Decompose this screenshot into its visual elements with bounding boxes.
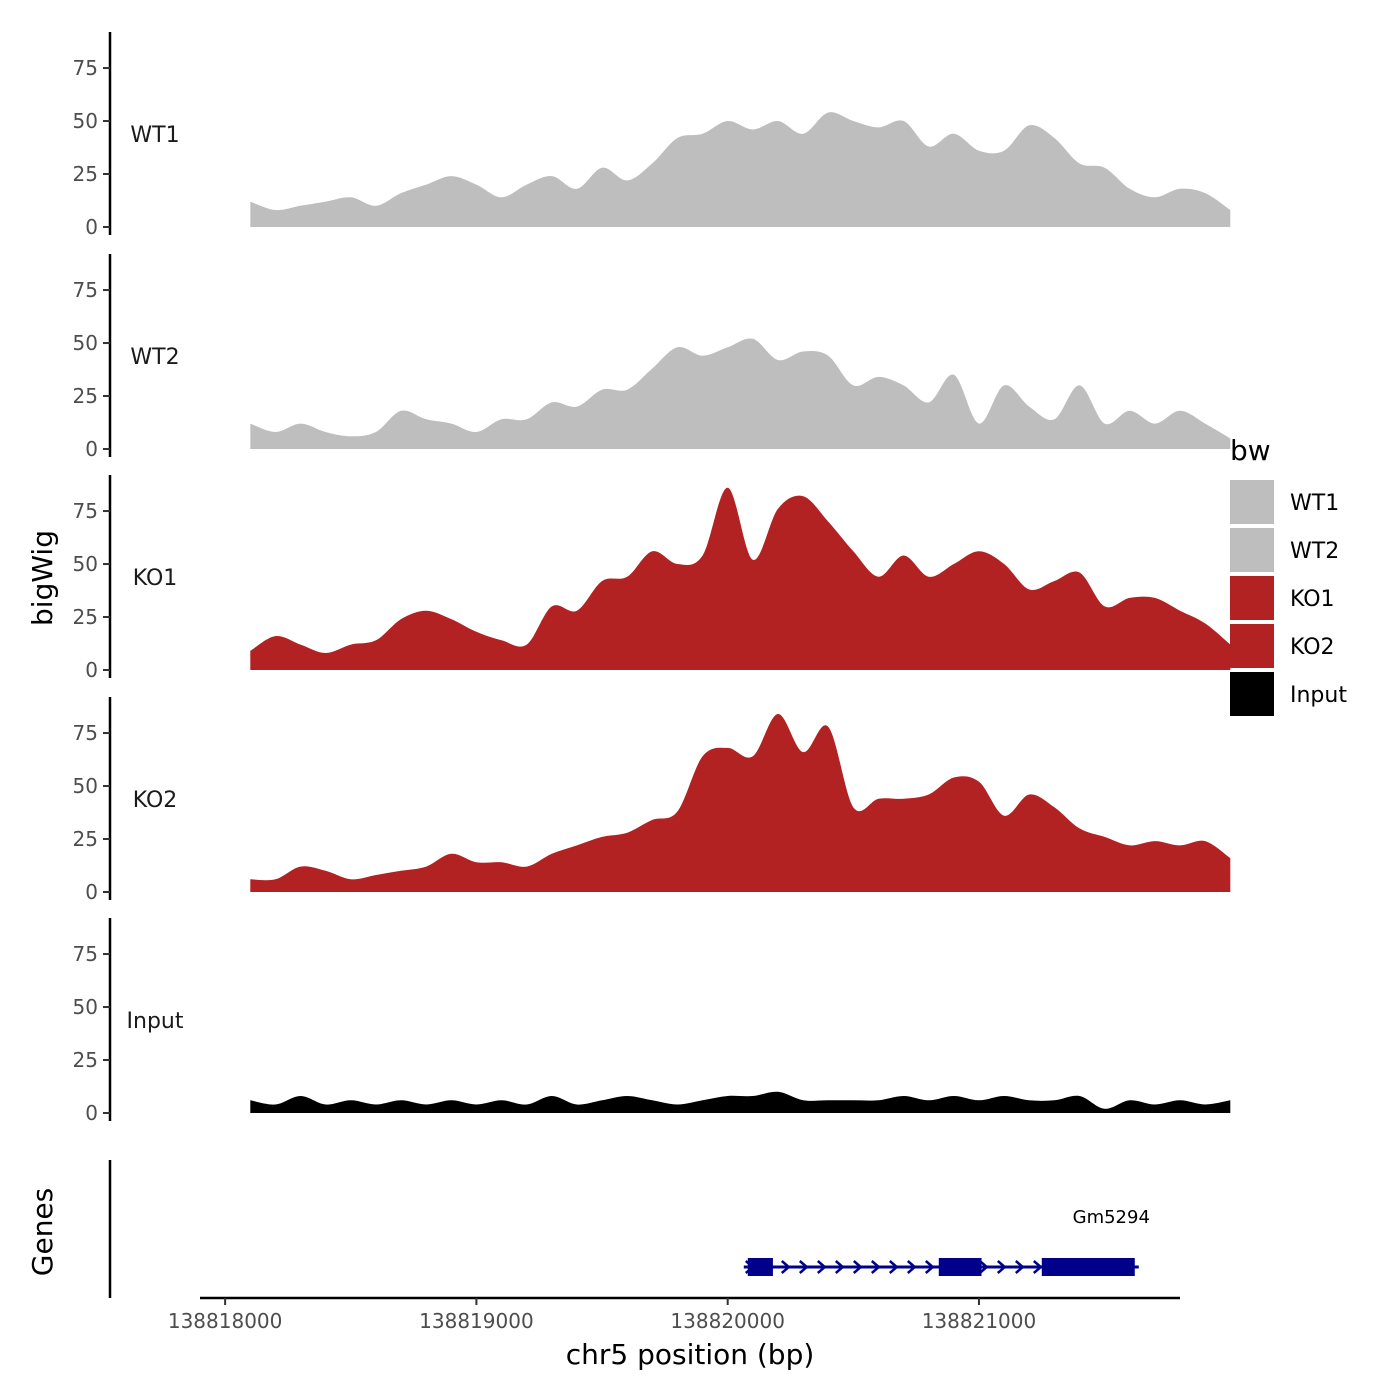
legend-swatch <box>1230 672 1274 716</box>
strand-arrow <box>870 1260 881 1274</box>
legend-label: WT1 <box>1290 491 1339 516</box>
gene-exon <box>747 1258 773 1276</box>
gene-label: Gm5294 <box>1073 1207 1150 1228</box>
gene-exon <box>1041 1258 1135 1276</box>
y-tick-label: 75 <box>73 56 98 80</box>
strand-arrow <box>798 1260 809 1274</box>
legend-label: KO2 <box>1290 635 1335 660</box>
x-tick-label: 138821000 <box>922 1309 1037 1333</box>
x-tick-label: 138819000 <box>419 1309 534 1333</box>
track-input: 0 25 50 75 Input <box>73 918 1231 1125</box>
legend-title: bw <box>1230 434 1271 467</box>
strand-arrow <box>816 1260 827 1274</box>
strand-arrow <box>978 1260 989 1274</box>
y-axis-title: bigWig <box>26 530 59 626</box>
y-tick-label: 0 <box>85 215 98 239</box>
y-tick-label: 0 <box>85 437 98 461</box>
strand-arrow <box>852 1260 863 1274</box>
strand-arrow <box>1032 1260 1043 1274</box>
strand-arrow <box>906 1260 917 1274</box>
legend-label: Input <box>1290 683 1347 708</box>
coverage-area-wt2 <box>250 338 1231 449</box>
y-tick-label: 25 <box>73 827 98 851</box>
y-tick-label: 25 <box>73 605 98 629</box>
strand-arrow <box>780 1260 791 1274</box>
legend-swatch <box>1230 624 1274 668</box>
y-tick-label: 75 <box>73 499 98 523</box>
y-tick-label: 25 <box>73 384 98 408</box>
y-tick-label: 0 <box>85 658 98 682</box>
track-label: WT2 <box>130 345 179 370</box>
strand-arrow <box>888 1260 899 1274</box>
y-tick-label: 50 <box>73 774 98 798</box>
y-tick-label: 25 <box>73 1048 98 1072</box>
track-label: Input <box>127 1009 184 1034</box>
strand-arrow <box>1014 1260 1025 1274</box>
x-tick-label: 138818000 <box>168 1309 283 1333</box>
gene-exon <box>938 1258 982 1276</box>
coverage-area-wt1 <box>250 112 1231 227</box>
track-label: WT1 <box>130 123 179 148</box>
y-tick-label: 50 <box>73 331 98 355</box>
y-tick-label: 0 <box>85 1101 98 1125</box>
legend: bw WT1 WT2 KO1 KO2 Input <box>1230 434 1347 716</box>
y-tick-label: 50 <box>73 552 98 576</box>
y-tick-label: 50 <box>73 995 98 1019</box>
coverage-tracks: 0 25 50 75 WT1 0 25 50 75 WT2 0 25 50 75 KO1 0 25 50 75 KO2… <box>73 32 1231 1125</box>
coverage-area-ko1 <box>250 487 1231 670</box>
gene-track: Gm5294 <box>108 1160 1150 1298</box>
legend-label: WT2 <box>1290 539 1339 564</box>
track-wt1: 0 25 50 75 WT1 <box>73 32 1231 239</box>
y-tick-label: 75 <box>73 942 98 966</box>
gene-gm5294: Gm5294 <box>743 1207 1150 1276</box>
track-wt2: 0 25 50 75 WT2 <box>73 254 1231 461</box>
y-tick-label: 0 <box>85 880 98 904</box>
strand-arrow <box>924 1260 935 1274</box>
track-ko1: 0 25 50 75 KO1 <box>73 475 1231 682</box>
track-ko2: 0 25 50 75 KO2 <box>73 697 1231 904</box>
y-tick-label: 25 <box>73 162 98 186</box>
gene-track-title: Genes <box>26 1188 59 1276</box>
legend-swatch <box>1230 576 1274 620</box>
track-label: KO1 <box>133 566 178 591</box>
track-label: KO2 <box>133 788 178 813</box>
coverage-area-input <box>250 1091 1231 1113</box>
x-tick-label: 138820000 <box>670 1309 785 1333</box>
legend-swatch <box>1230 528 1274 572</box>
legend-label: KO1 <box>1290 587 1335 612</box>
y-tick-label: 75 <box>73 721 98 745</box>
x-axis-title: chr5 position (bp) <box>566 1338 815 1371</box>
y-tick-label: 50 <box>73 109 98 133</box>
coverage-area-ko2 <box>250 713 1231 892</box>
legend-swatch <box>1230 480 1274 524</box>
strand-arrow <box>996 1260 1007 1274</box>
x-axis: 138818000 138819000 138820000 138821000 <box>168 1296 1180 1333</box>
y-tick-label: 75 <box>73 278 98 302</box>
strand-arrow <box>834 1260 845 1274</box>
